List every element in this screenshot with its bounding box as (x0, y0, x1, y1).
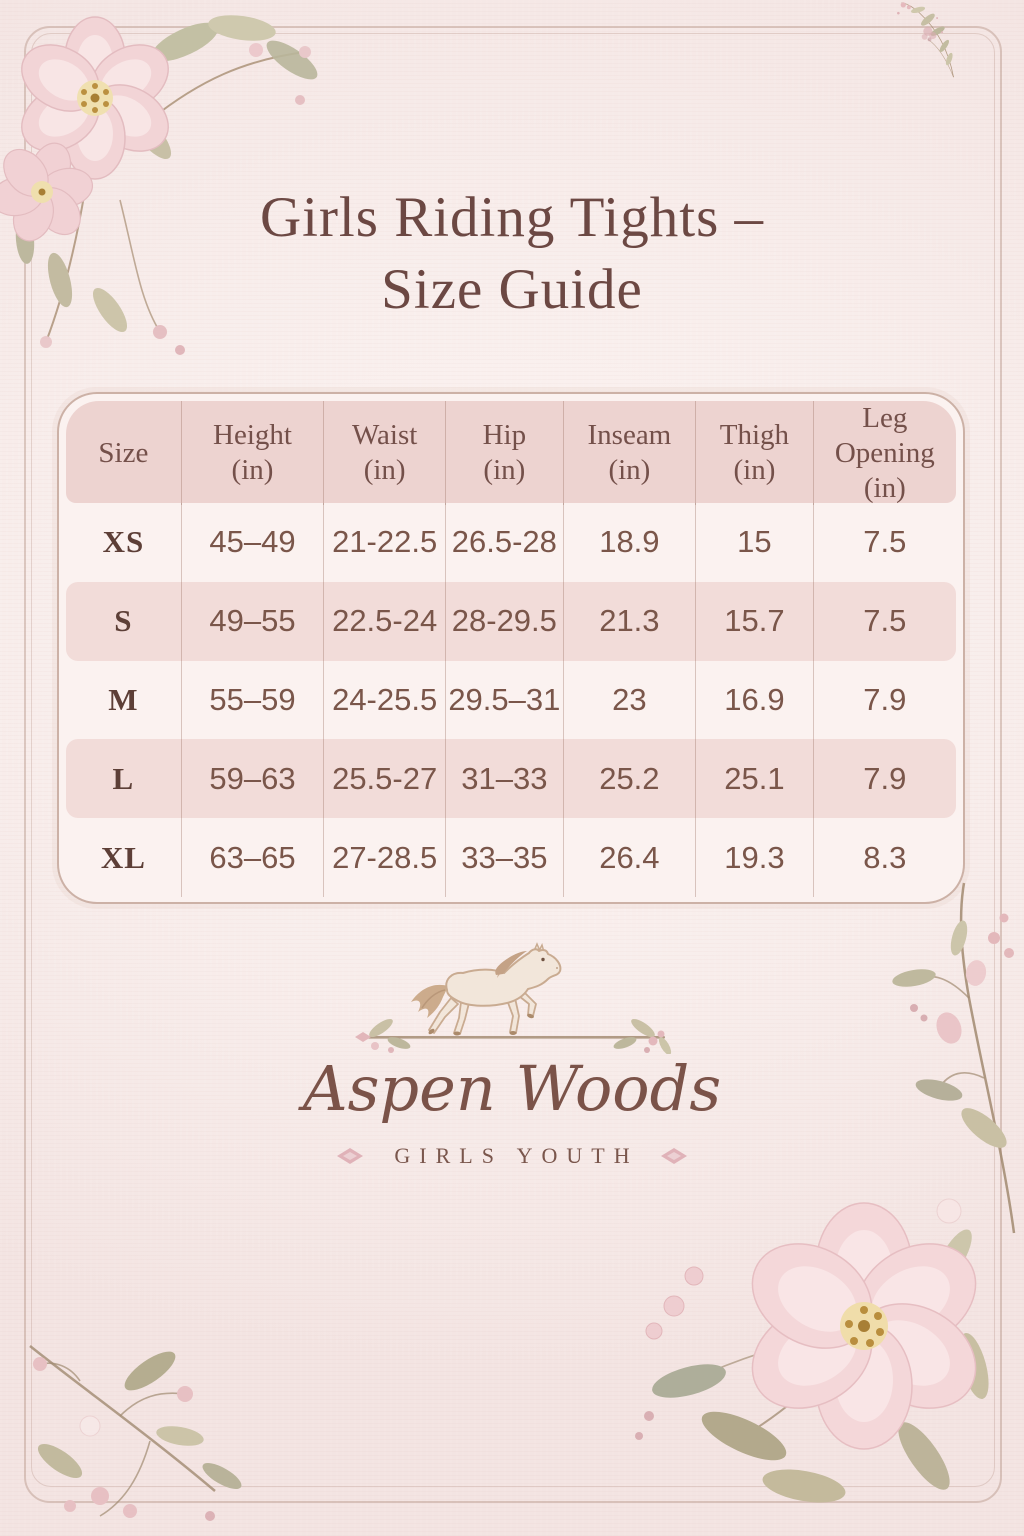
column-header-thigh: Thigh (in) (695, 401, 812, 506)
diamond-accent-icon (660, 1148, 687, 1164)
table-cell: 45–49 (180, 503, 323, 582)
table-cell: 49–55 (180, 581, 323, 661)
brand-subtitle: GIRLS YOUTH (394, 1143, 639, 1168)
column-header-height: Height (in) (180, 401, 323, 506)
trotting-horse (411, 942, 562, 1036)
table-cell: 7.9 (812, 739, 956, 819)
column-header-waist: Waist (in) (323, 401, 445, 506)
table-cell: 23 (562, 660, 696, 740)
size-guide-table: Size Height (in) Waist (in) Hip (in) Inseam… (57, 392, 965, 904)
table-cell: 16.9 (695, 660, 812, 740)
page-title: Girls Riding Tights – Size Guide (0, 182, 1024, 327)
table-cell: 7.9 (812, 660, 956, 740)
table-row-s: S 49–55 22.5-24 28-29.5 21.3 15.7 7.5 (66, 581, 956, 661)
table-cell: 31–33 (445, 739, 562, 819)
table-cell: 19.3 (695, 818, 812, 897)
column-header-leg-opening: Leg Opening (in) (812, 401, 956, 506)
table-cell: 22.5-24 (323, 581, 445, 661)
brand-name: Aspen Woods (302, 1052, 722, 1125)
table-cell: 59–63 (180, 739, 323, 819)
table-cell: 25.1 (695, 739, 812, 819)
table-row-m: M 55–59 24-25.5 29.5–31 23 16.9 7.9 (66, 660, 956, 740)
table-cell: 26.5-28 (445, 503, 562, 582)
table-cell: 28-29.5 (445, 581, 562, 661)
table-row-xl: XL 63–65 27-28.5 33–35 26.4 19.3 8.3 (66, 818, 956, 897)
table-row-xs: XS 45–49 21-22.5 26.5-28 18.9 15 7.5 (66, 503, 956, 582)
flower-xlarge (751, 1202, 977, 1450)
floral-corner-bottom-left-icon (29, 1345, 242, 1521)
table-cell: 33–35 (445, 818, 562, 897)
table-cell: 25.2 (562, 739, 696, 819)
page-title-line2: Size Guide (381, 258, 643, 322)
horse-logo-icon (355, 942, 672, 1054)
row-size-label: XS (102, 524, 145, 560)
floral-corner-top-right-icon (897, 2, 954, 78)
table-cell: 27-28.5 (323, 818, 445, 897)
floral-corner-bottom-right-icon (635, 1198, 989, 1503)
column-header-inseam: Inseam (in) (562, 401, 696, 506)
table-cell: 29.5–31 (445, 660, 562, 740)
row-size-label: XL (100, 839, 146, 875)
table-cell: 63–65 (180, 818, 323, 897)
page-title-line1: Girls Riding Tights – (259, 186, 765, 249)
table-cell: 21.3 (562, 581, 696, 661)
table-cell: 55–59 (180, 660, 323, 740)
table-cell: 15 (695, 503, 812, 582)
table-cell: 7.5 (812, 581, 956, 661)
table-cell: 18.9 (562, 503, 696, 582)
table-cell: 21-22.5 (323, 503, 445, 582)
flower-large (21, 16, 169, 180)
table-cell: 24-25.5 (323, 660, 445, 740)
table-cell: 25.5-27 (323, 739, 445, 819)
brand-subtitle-row: GIRLS YOUTH (0, 1143, 1024, 1169)
table-header-row: Size Height (in) Waist (in) Hip (in) Inseam… (66, 401, 956, 506)
table-cell: 7.5 (812, 503, 956, 582)
row-size-label: S (114, 603, 133, 639)
row-size-label: L (112, 760, 135, 796)
table-cell: 15.7 (695, 581, 812, 661)
diamond-accent-icon (337, 1148, 364, 1164)
branch-ornament (355, 1018, 672, 1054)
row-size-label: M (108, 681, 139, 717)
column-header-size: Size (98, 436, 149, 469)
column-header-hip: Hip (in) (445, 401, 562, 506)
table-cell: 8.3 (812, 818, 956, 897)
table-cell: 26.4 (562, 818, 696, 897)
table-row-l: L 59–63 25.5-27 31–33 25.2 25.1 7.9 (66, 739, 956, 819)
